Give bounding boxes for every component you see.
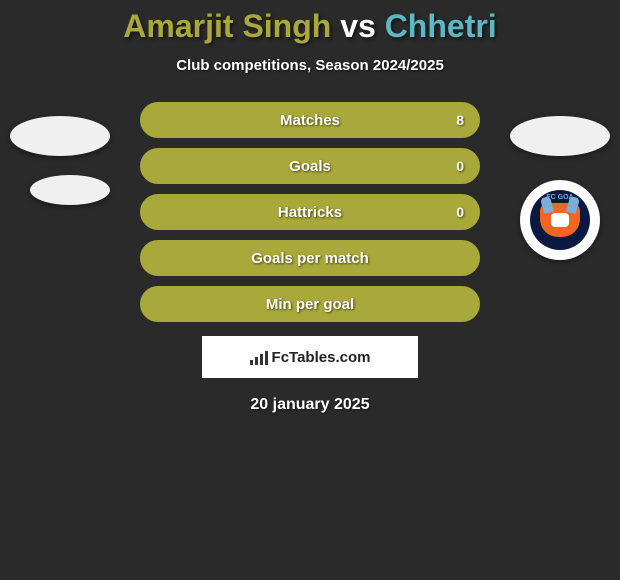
stat-bar-matches: Matches 8 — [140, 102, 480, 138]
stats-bars: Matches 8 Goals 0 Hattricks 0 Goals per match M… — [140, 102, 480, 322]
bar-label: Goals — [289, 158, 331, 175]
bar-value-player2: 8 — [456, 112, 464, 128]
footer-date: 20 january 2025 — [0, 396, 620, 414]
vs-text: vs — [340, 8, 376, 44]
badge-mascot — [540, 203, 580, 237]
player2-club-badge: FC GOA — [520, 180, 600, 260]
bar-label: Hattricks — [278, 204, 342, 221]
fctables-logo: FcTables.com — [202, 336, 418, 378]
logo-chart-icon — [250, 349, 268, 365]
bar-value-player2: 0 — [456, 158, 464, 174]
subtitle: Club competitions, Season 2024/2025 — [0, 57, 620, 74]
bar-label: Goals per match — [251, 250, 369, 267]
bar-label: Min per goal — [266, 296, 354, 313]
player2-name: Chhetri — [385, 8, 497, 44]
player1-avatar-bottom — [30, 175, 110, 205]
logo-text: FcTables.com — [272, 349, 371, 366]
player2-avatar-top — [510, 116, 610, 156]
stat-bar-goals-per-match: Goals per match — [140, 240, 480, 276]
bar-value-player2: 0 — [456, 204, 464, 220]
stat-bar-hattricks: Hattricks 0 — [140, 194, 480, 230]
comparison-title: Amarjit Singh vs Chhetri — [0, 0, 620, 45]
stat-bar-goals: Goals 0 — [140, 148, 480, 184]
badge-text: FC GOA — [530, 194, 590, 201]
player1-name: Amarjit Singh — [123, 8, 331, 44]
stat-bar-min-per-goal: Min per goal — [140, 286, 480, 322]
player1-avatar-top — [10, 116, 110, 156]
fc-goa-badge: FC GOA — [530, 190, 590, 250]
bar-label: Matches — [280, 112, 340, 129]
